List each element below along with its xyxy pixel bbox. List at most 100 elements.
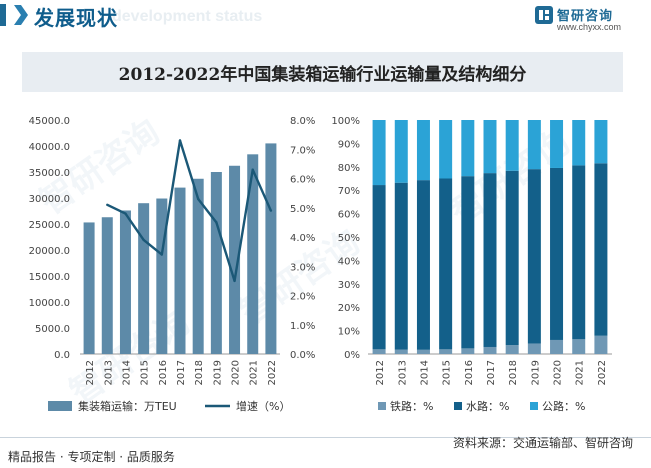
y-percent-tick-label: 10%: [338, 327, 360, 338]
x-tick-label: 2015: [140, 360, 151, 385]
growth-rate-point: [196, 197, 200, 201]
growth-rate-point: [251, 168, 254, 171]
bar-road-share: [550, 120, 564, 168]
bar-road-share: [505, 120, 519, 171]
footer-tagline: 精品报告 · 专项定制 · 品质服务: [8, 450, 175, 464]
legend-swatch-water: [454, 402, 462, 410]
bar-rail-share: [527, 343, 541, 354]
y-left-tick-label: 30000.0: [29, 194, 70, 205]
y-left-tick-label: 20000.0: [29, 246, 70, 257]
legend-swatch-bar: [48, 401, 72, 411]
x-tick-label-right: 2020: [553, 360, 564, 385]
y-percent-tick-label: 90%: [338, 139, 360, 150]
bar-transport-volume: [138, 203, 150, 354]
bar-transport-volume: [174, 187, 186, 354]
bar-road-share: [439, 120, 453, 179]
y-left-tick-label: 5000.0: [35, 324, 70, 335]
bar-transport-volume: [247, 154, 259, 354]
bar-transport-volume: [210, 172, 222, 354]
bar-road-share: [394, 120, 408, 183]
growth-rate-point: [106, 203, 109, 207]
bar-water-share: [550, 167, 564, 340]
page-header: development status 发展现状: [0, 0, 651, 34]
growth-rate-point: [178, 139, 182, 142]
bar-rail-share: [572, 339, 586, 354]
header-chevron-icon: [14, 5, 28, 25]
bar-transport-volume: [229, 165, 241, 354]
brand-logo: 智研咨询 www.chyxx.com: [535, 3, 635, 35]
bar-water-share: [461, 176, 475, 349]
y-right-tick-label: 6.0%: [290, 175, 315, 186]
y-right-tick-label: 0.0%: [290, 350, 315, 361]
x-tick-label-right: 2022: [597, 360, 608, 385]
y-percent-tick-label: 50%: [338, 233, 360, 244]
growth-rate-point: [124, 212, 127, 215]
bar-transport-volume: [192, 178, 204, 354]
y-percent-tick-label: 100%: [331, 116, 360, 127]
charts-canvas: 0.0 5000.0 10000.0 15000.0 20000.0 25000.0 300…: [29, 116, 612, 413]
brand-logo-icon: [535, 6, 553, 24]
bar-rail-share: [483, 346, 497, 354]
legend-label-line: 增速（%）: [236, 399, 290, 413]
y-left-tick-label: 0.0: [54, 350, 70, 361]
x-tick-label-right: 2013: [397, 360, 408, 385]
section-title: 发展现状: [34, 6, 118, 30]
x-tick-label: 2019: [212, 360, 223, 385]
x-tick-label-right: 2016: [464, 360, 475, 385]
source-note: 资料来源：交通运输部、智研咨询: [452, 436, 633, 450]
bar-rail-share: [594, 335, 608, 354]
x-tick-label: 2020: [231, 360, 242, 385]
x-tick-label: 2012: [85, 360, 96, 385]
x-tick-label: 2016: [158, 360, 169, 385]
bar-transport-volume: [119, 210, 131, 354]
x-tick-label-right: 2014: [419, 360, 430, 385]
growth-rate-point: [215, 221, 218, 224]
legend-label-rail: 铁路：%: [390, 400, 433, 413]
y-left-tick-label: 45000.0: [29, 116, 70, 127]
bar-rail-share: [550, 339, 564, 354]
bar-rail-share: [394, 349, 408, 354]
bar-rail-share: [416, 349, 430, 354]
y-right-tick-label: 3.0%: [290, 262, 315, 273]
x-tick-label: 2021: [249, 360, 260, 385]
x-tick-label: 2017: [176, 360, 187, 385]
bar-road-share: [416, 120, 430, 181]
y-right-tick-label: 7.0%: [290, 145, 315, 156]
bar-water-share: [439, 178, 453, 350]
x-tick-label-right: 2012: [375, 360, 386, 385]
bar-rail-share: [461, 348, 475, 354]
growth-rate-point: [269, 209, 273, 212]
bar-road-share: [372, 120, 386, 186]
growth-rate-point: [160, 253, 164, 256]
x-tick-label-right: 2018: [508, 360, 519, 385]
growth-rate-point: [142, 238, 145, 242]
y-left-tick-label: 15000.0: [29, 272, 70, 283]
x-tick-label-right: 2019: [530, 360, 541, 385]
bar-water-share: [416, 180, 430, 350]
bar-road-share: [594, 120, 608, 164]
bar-water-share: [594, 163, 608, 336]
bar-water-share: [505, 170, 519, 346]
x-tick-label: 2018: [194, 360, 205, 385]
y-left-tick-label: 10000.0: [29, 298, 70, 309]
bar-road-share: [572, 120, 586, 166]
y-right-tick-label: 4.0%: [290, 233, 315, 244]
bar-rail-share: [372, 349, 386, 354]
legend-label-bar: 集装箱运输：万TEU: [78, 399, 177, 413]
bar-rail-share: [439, 349, 453, 354]
x-tick-label: 2014: [121, 360, 132, 385]
y-right-tick-label: 5.0%: [290, 204, 315, 215]
x-tick-label-right: 2015: [442, 360, 453, 385]
bar-road-share: [527, 120, 541, 170]
bar-transport-volume: [83, 222, 95, 354]
bar-water-share: [572, 165, 586, 340]
growth-rate-line: [106, 139, 273, 283]
header-ghost-text: development status: [112, 8, 263, 25]
y-percent-tick-label: 70%: [338, 186, 360, 197]
bar-transport-volume: [101, 217, 113, 354]
x-tick-label: 2013: [103, 360, 114, 385]
bar-water-share: [394, 182, 408, 350]
bar-road-share: [483, 120, 497, 174]
y-percent-tick-label: 30%: [338, 280, 360, 291]
bar-road-share: [461, 120, 475, 177]
